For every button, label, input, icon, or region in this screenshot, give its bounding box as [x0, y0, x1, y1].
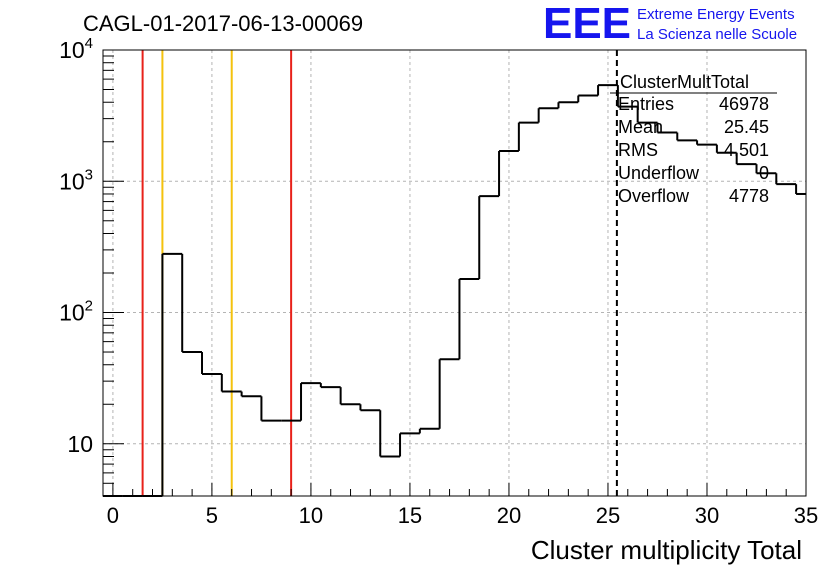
x-axis-title: Cluster multiplicity Total [531, 535, 802, 565]
y-tick-base: 10 [59, 37, 85, 63]
x-tick-label: 5 [206, 503, 218, 528]
y-tick-label: 102 [59, 298, 93, 326]
x-tick-label: 35 [794, 503, 818, 528]
stats-row-value: 4.501 [724, 140, 769, 160]
x-tick-label: 25 [596, 503, 620, 528]
y-tick-base: 10 [59, 300, 85, 326]
stats-row-label: Mean [618, 117, 663, 137]
stats-rows: Entries 46978 Mean 25.45 RMS 4.501 Underflow 0 O… [618, 94, 769, 206]
run-label: CAGL-01-2017-06-13-00069 [83, 11, 363, 36]
stats-row-label: Entries [618, 94, 674, 114]
y-tick-label: 10 [67, 431, 93, 457]
stats-row-label: RMS [618, 140, 658, 160]
x-tick-label: 15 [398, 503, 422, 528]
x-tick-label: 10 [299, 503, 323, 528]
y-tick-label: 103 [59, 166, 93, 194]
eee-logo-text: EEE [543, 0, 631, 48]
stats-row-label: Overflow [618, 186, 690, 206]
x-tick-label: 30 [695, 503, 719, 528]
y-tick-base: 10 [59, 168, 85, 194]
stats-box: ClusterMultTotal Entries 46978 Mean 25.45 RM… [610, 72, 777, 206]
x-tick-label: 20 [497, 503, 521, 528]
x-tick-labels: 0 5 10 15 20 25 30 35 [107, 503, 818, 528]
y-tick-exponent: 2 [85, 298, 93, 315]
eee-logo: EEE Extreme Energy Events La Scienza nel… [543, 0, 797, 48]
stats-row-value: 25.45 [724, 117, 769, 137]
stats-row-label: Underflow [618, 163, 700, 183]
logo-tagline-2: La Scienza nelle Scuole [637, 26, 797, 43]
axis-ticks [103, 49, 807, 497]
y-tick-exponent: 4 [85, 35, 93, 52]
stats-title: ClusterMultTotal [620, 72, 749, 92]
stats-row-value: 0 [759, 163, 769, 183]
stats-row-value: 4778 [729, 186, 769, 206]
x-tick-label: 0 [107, 503, 119, 528]
logo-tagline-1: Extreme Energy Events [637, 6, 795, 23]
y-tick-label: 104 [59, 35, 93, 63]
stats-row-value: 46978 [719, 94, 769, 114]
y-tick-exponent: 3 [85, 166, 93, 183]
grid [103, 49, 807, 496]
y-tick-base: 10 [67, 431, 93, 457]
